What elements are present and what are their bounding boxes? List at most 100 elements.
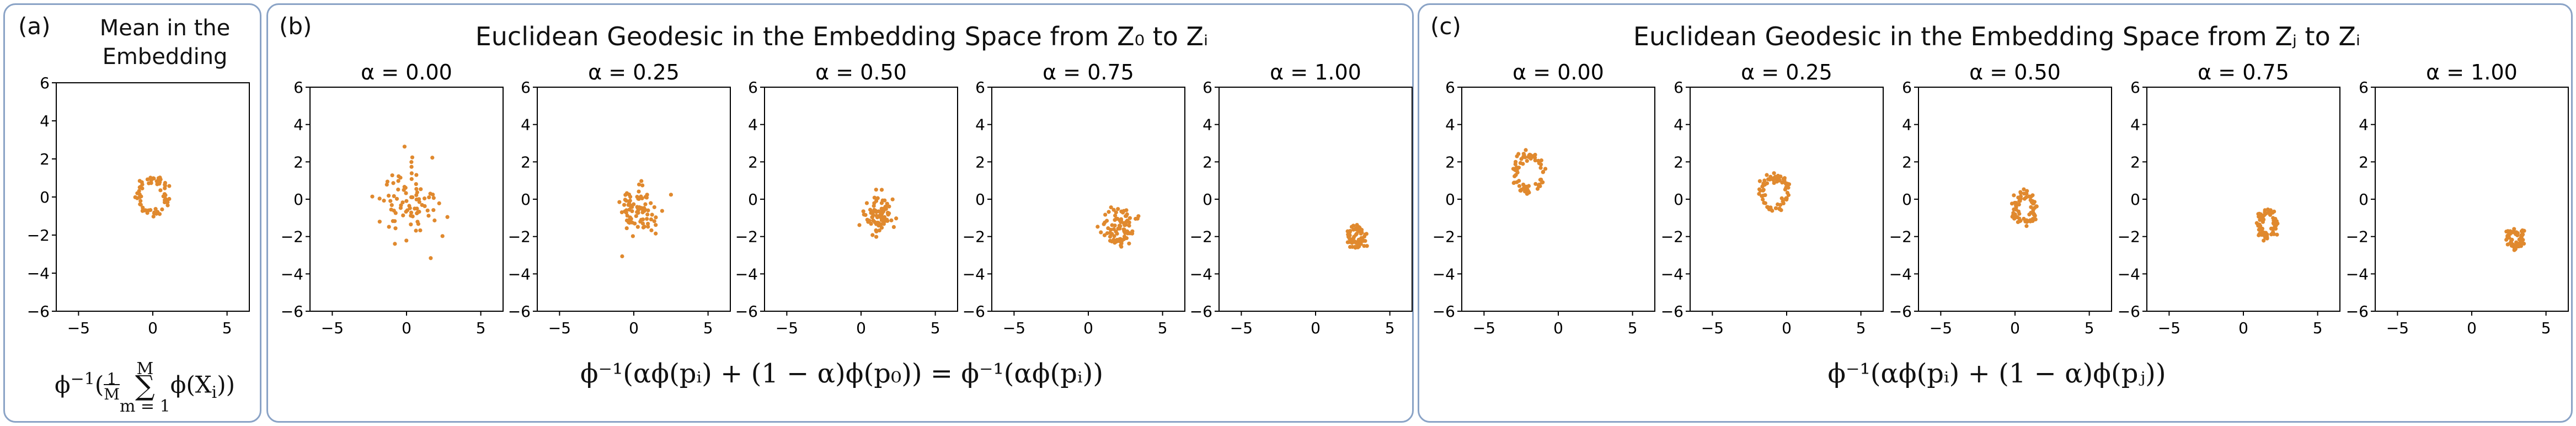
y-tick-label: 2 xyxy=(2359,153,2369,171)
panel-c-formula: ϕ⁻¹(αϕ(pᵢ) + (1 − α)ϕ(pⱼ)) xyxy=(1827,358,2166,389)
scatter-point xyxy=(874,188,878,192)
y-tick-label: 6 xyxy=(293,78,303,97)
y-tick-label: 2 xyxy=(2130,153,2140,171)
scatter-point xyxy=(1762,178,1767,183)
scatter-point xyxy=(415,220,420,224)
scatter-point xyxy=(137,189,141,193)
x-tick-label: 5 xyxy=(703,319,713,337)
scatter-point xyxy=(400,200,405,205)
scatter-point xyxy=(2506,235,2510,239)
scatter-point xyxy=(404,199,409,203)
y-tick-label: −6 xyxy=(508,302,531,321)
scatter-point xyxy=(649,201,653,205)
scatter-point xyxy=(137,195,142,199)
scatter-point xyxy=(418,228,423,233)
subplot-title: α = 0.75 xyxy=(2198,60,2289,84)
scatter-point xyxy=(1761,197,1765,202)
y-tick-label: 6 xyxy=(1445,78,1455,97)
y-tick-label: 0 xyxy=(1902,190,1912,209)
scatter-point xyxy=(1124,236,1129,241)
scatter-point xyxy=(865,217,869,222)
x-tick-label: 0 xyxy=(148,319,158,337)
scatter-point xyxy=(1110,223,1114,227)
scatter-point xyxy=(879,210,883,215)
scatter-point xyxy=(387,225,391,229)
scatter-point xyxy=(1529,153,1533,157)
scatter-point xyxy=(2514,240,2519,244)
y-tick-label: −6 xyxy=(1889,302,1912,321)
scatter-point xyxy=(1779,196,1784,200)
scatter-point xyxy=(158,188,163,193)
scatter-point xyxy=(414,173,419,177)
scatter-point xyxy=(639,179,644,183)
y-tick-label: 4 xyxy=(40,112,50,130)
scatter-point xyxy=(410,155,415,159)
scatter-point xyxy=(1112,234,1116,238)
scatter-point xyxy=(879,226,884,230)
scatter-point xyxy=(875,221,879,226)
scatter-point xyxy=(881,206,886,211)
scatter-point xyxy=(1541,169,1546,174)
scatter-point xyxy=(153,207,158,211)
scatter-point xyxy=(2258,214,2263,219)
scatter-point xyxy=(2022,187,2026,191)
scatter-point xyxy=(1526,189,1531,194)
x-tick-label: −5 xyxy=(1473,319,1495,337)
scatter-point xyxy=(429,256,433,260)
scatter-point xyxy=(1511,180,1516,185)
scatter-point xyxy=(156,179,161,183)
x-tick-label: 0 xyxy=(1311,319,1321,337)
scatter-point xyxy=(1525,159,1529,163)
y-tick-label: 2 xyxy=(1674,153,1684,171)
scatter-point xyxy=(382,199,386,203)
y-tick-label: 6 xyxy=(1902,78,1912,97)
panel-a-sum-bottom: m = 1 xyxy=(119,397,170,416)
scatter-point xyxy=(1543,167,1548,171)
y-tick-label: −4 xyxy=(735,265,758,283)
panel-b: (b) Euclidean Geodesic in the Embedding … xyxy=(266,3,1414,423)
scatter-point xyxy=(1118,226,1122,231)
scatter-point xyxy=(2509,243,2514,248)
y-tick-label: 6 xyxy=(1674,78,1684,97)
x-tick-label: 5 xyxy=(1385,319,1395,337)
scatter-point xyxy=(1773,206,1778,210)
scatter-point xyxy=(1763,201,1767,205)
panel-a-sum-top: M xyxy=(136,359,154,379)
scatter-point xyxy=(1117,223,1122,228)
scatter-point xyxy=(669,193,673,197)
scatter-plot-b1: α = 0.25 6 4 2 0 −2 −4 −6 −5 0 5 xyxy=(508,60,731,337)
scatter-point xyxy=(624,226,629,231)
scatter-point xyxy=(1114,217,1119,221)
scatter-point xyxy=(409,222,413,227)
y-tick-label: −6 xyxy=(2346,302,2369,321)
scatter-point xyxy=(1757,179,1762,183)
scatter-point xyxy=(2029,210,2033,215)
panel-a-formula-open: ( xyxy=(94,371,104,398)
subplot-title: α = 0.25 xyxy=(588,60,680,84)
scatter-point xyxy=(2513,244,2517,248)
y-tick-label: −4 xyxy=(1433,265,1455,283)
scatter-point xyxy=(415,210,420,215)
y-tick-label: 0 xyxy=(1674,190,1684,209)
scatter-point xyxy=(1134,216,1138,221)
x-tick-label: 0 xyxy=(629,319,639,337)
scatter-point xyxy=(1127,223,1131,228)
y-tick-label: −2 xyxy=(1190,228,1212,246)
scatter-point xyxy=(431,196,436,200)
scatter-point xyxy=(2257,227,2261,232)
x-tick-label: 5 xyxy=(1856,319,1866,337)
scatter-point xyxy=(627,201,632,206)
scatter-point xyxy=(403,185,408,190)
x-tick-label: 5 xyxy=(222,319,232,337)
panel-b-label: (b) xyxy=(279,13,312,40)
scatter-point xyxy=(1517,184,1522,188)
scatter-point xyxy=(1785,190,1790,195)
scatter-point xyxy=(414,197,419,202)
scatter-point xyxy=(630,234,635,238)
y-tick-label: 2 xyxy=(40,150,50,168)
scatter-plot-c2: α = 0.50 6 4 2 0 −2 −4 −6 −5 0 5 xyxy=(1889,60,2112,337)
scatter-point xyxy=(874,199,879,203)
scatter-point xyxy=(1515,154,1519,158)
y-tick-label: 2 xyxy=(1902,153,1912,171)
scatter-point xyxy=(2022,196,2027,201)
